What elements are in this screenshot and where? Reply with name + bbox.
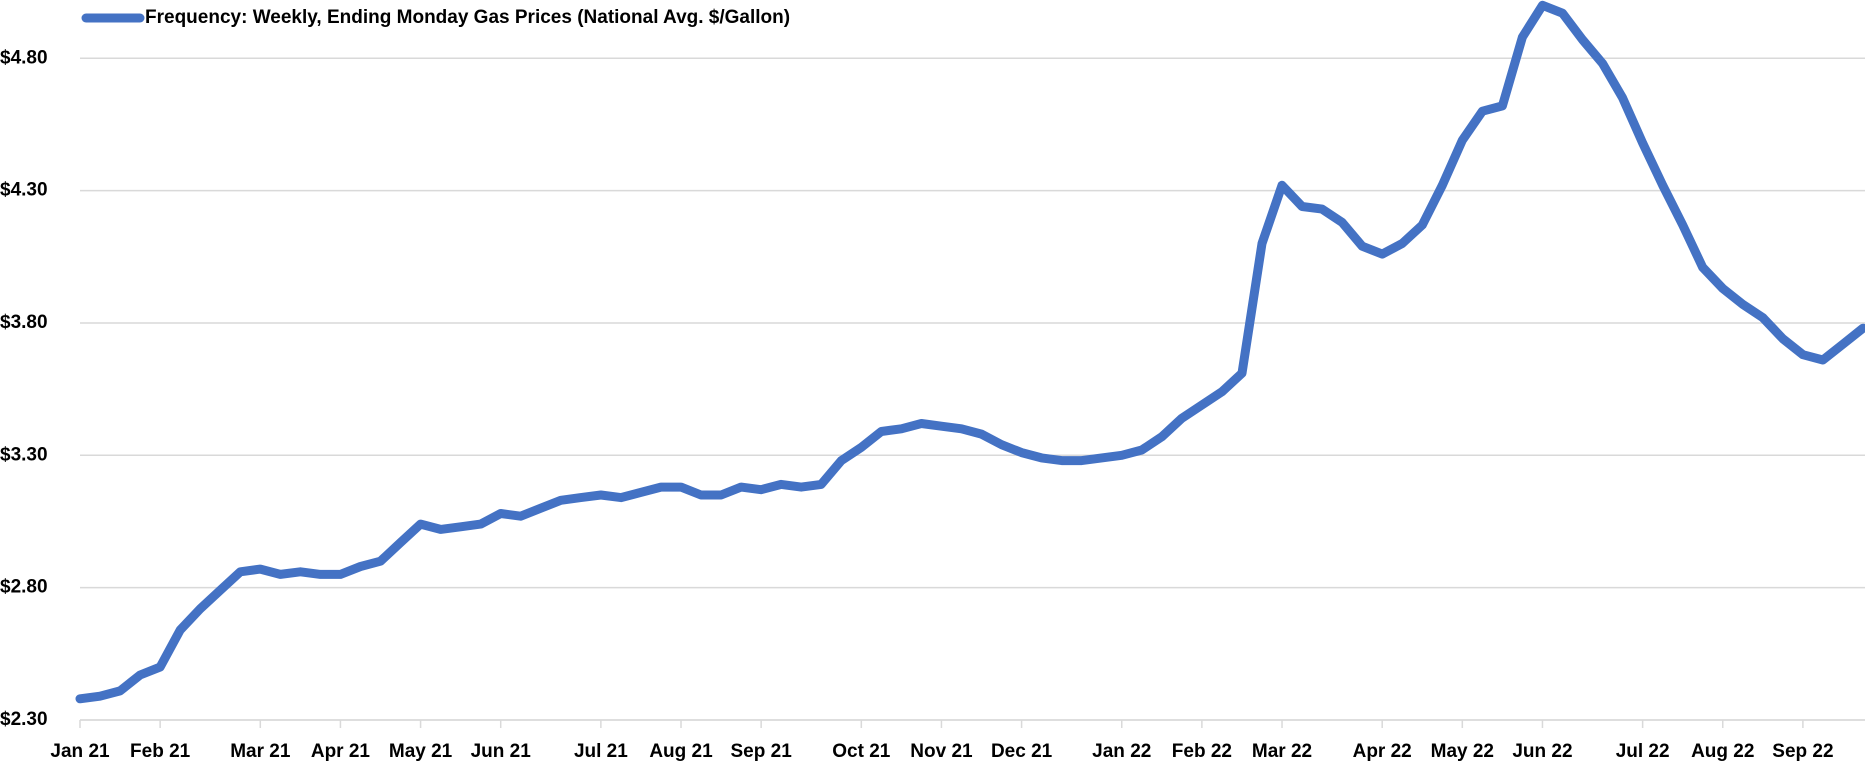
x-tick-label: Jan 21 <box>50 741 110 762</box>
x-tick-label: Dec 21 <box>991 741 1053 762</box>
x-tick-label: Sep 21 <box>731 741 793 762</box>
x-tick-label: Jun 22 <box>1512 741 1572 762</box>
x-tick-label: Oct 21 <box>832 741 891 762</box>
y-tick-label: $3.80 <box>0 312 48 333</box>
x-tick-label: Jul 21 <box>574 741 628 762</box>
x-tick-label: Apr 21 <box>311 741 371 762</box>
x-tick-label: Mar 21 <box>230 741 291 762</box>
x-tick-label: May 22 <box>1431 741 1494 762</box>
x-tick-label: Sep 22 <box>1772 741 1833 762</box>
x-tick-label: May 21 <box>389 741 453 762</box>
x-tick-label: Jul 22 <box>1616 741 1670 762</box>
x-tick-label: Feb 21 <box>130 741 191 762</box>
legend-label: Frequency: Weekly, Ending Monday Gas Pri… <box>145 7 790 28</box>
y-tick-label: $2.30 <box>0 709 48 730</box>
x-tick-label: Nov 21 <box>910 741 973 762</box>
y-tick-label: $3.30 <box>0 444 48 465</box>
x-tick-label: Mar 22 <box>1252 741 1312 762</box>
x-tick-label: Jun 21 <box>471 741 532 762</box>
y-tick-label: $4.30 <box>0 180 48 201</box>
x-tick-label: Jan 22 <box>1092 741 1151 762</box>
x-tick-label: Feb 22 <box>1172 741 1232 762</box>
y-tick-label: $4.80 <box>0 47 48 68</box>
x-tick-label: Aug 21 <box>649 741 713 762</box>
series-line <box>75 0 1865 704</box>
x-tick-label: Apr 22 <box>1353 741 1412 762</box>
x-tick-label: Aug 22 <box>1691 741 1754 762</box>
y-tick-label: $2.80 <box>0 577 48 598</box>
